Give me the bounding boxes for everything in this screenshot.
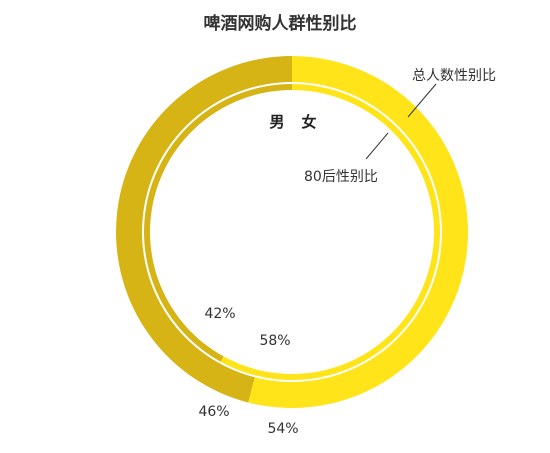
legend-male: 男 <box>269 113 284 131</box>
series-label-total: 总人数性别比 <box>412 68 496 84</box>
chart-title: 啤酒网购人群性别比 <box>204 13 357 34</box>
leader-line-80s <box>366 133 388 159</box>
leader-line-total <box>408 84 436 117</box>
outer-label-male: 46% <box>198 404 229 420</box>
legend-female: 女 <box>301 113 316 131</box>
series-label-80s: 80后性别比 <box>304 169 378 185</box>
inner-label-male: 42% <box>204 306 235 322</box>
inner-label-female: 58% <box>259 333 290 349</box>
outer-label-female: 54% <box>267 421 298 437</box>
